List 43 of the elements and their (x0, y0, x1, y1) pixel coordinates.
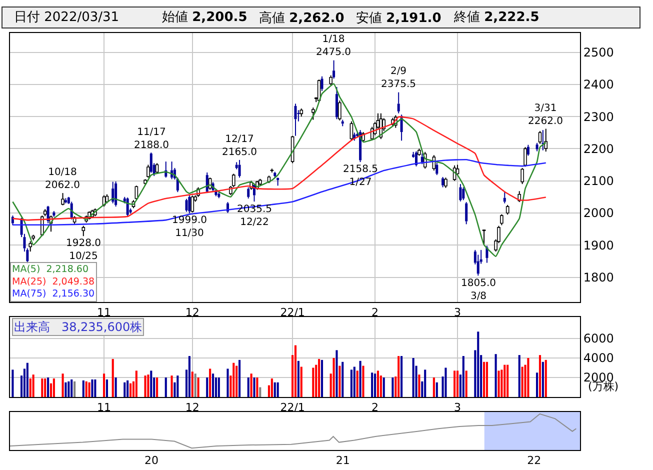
text: 高値 2,262.0 (259, 10, 344, 26)
annotation: 12/17 2165.0 (222, 134, 257, 158)
chart-title: 日付 2022/03/31 (14, 10, 120, 25)
annotation: 2158.5 1/27 (343, 164, 378, 188)
y-tick-label: 1900 (583, 238, 614, 252)
y-tick-label: 2000 (583, 206, 614, 220)
annotation: 1805.0 3/8 (461, 278, 496, 302)
annotation: 2/9 2375.5 (381, 66, 416, 90)
x-tick-label: 3 (454, 401, 462, 414)
x-tick-label: 11 (97, 401, 112, 414)
x-tick-label: 20 (144, 454, 159, 468)
x-tick-label: 3 (454, 306, 462, 320)
annotation: 2035.5 12/22 (237, 204, 272, 228)
text: 安値 2,191.0 (356, 10, 442, 26)
text: MA(25) 2,049.38 (12, 276, 95, 288)
x-tick-label: 2 (372, 401, 379, 414)
text: 終値 2,222.5 (453, 10, 540, 25)
x-tick-label: 22 (527, 454, 542, 468)
y-tick-label: 2200 (583, 142, 614, 156)
chart-title: 出来高 38,235,600株 (14, 320, 142, 334)
annotation: 1999.0 11/30 (172, 215, 207, 239)
annotation: 11/17 2188.0 (134, 127, 169, 151)
annotation: 1/18 2475.0 (316, 34, 351, 58)
y-tick-label: 2500 (583, 45, 614, 60)
annotation: 3/31 2262.0 (528, 103, 563, 127)
text: MA(5) 2,218.60 (12, 264, 88, 275)
x-tick-label: 11 (97, 306, 112, 320)
y-tick-label: 4000 (583, 351, 614, 366)
y-tick-label: 1800 (583, 270, 614, 284)
text: MA(75) 2,156.30 (12, 288, 95, 300)
x-tick-label: 22/1 (280, 306, 305, 320)
x-tick-label: 2 (372, 306, 379, 320)
x-tick-label: 12 (185, 401, 200, 414)
x-tick-label: 12 (185, 306, 200, 320)
y-tick-label: 6000 (583, 332, 614, 346)
y-tick-label: 2400 (583, 78, 614, 92)
x-tick-label: 21 (336, 454, 350, 468)
y-tick-label: 2300 (583, 110, 614, 124)
x-tick-label: 22/1 (280, 401, 305, 414)
annotation: 1928.0 10/25 (66, 238, 101, 262)
y-tick-label: 2100 (583, 174, 614, 188)
text: 始値 2,200.5 (162, 10, 248, 25)
annotation: 10/18 2062.0 (45, 167, 80, 191)
